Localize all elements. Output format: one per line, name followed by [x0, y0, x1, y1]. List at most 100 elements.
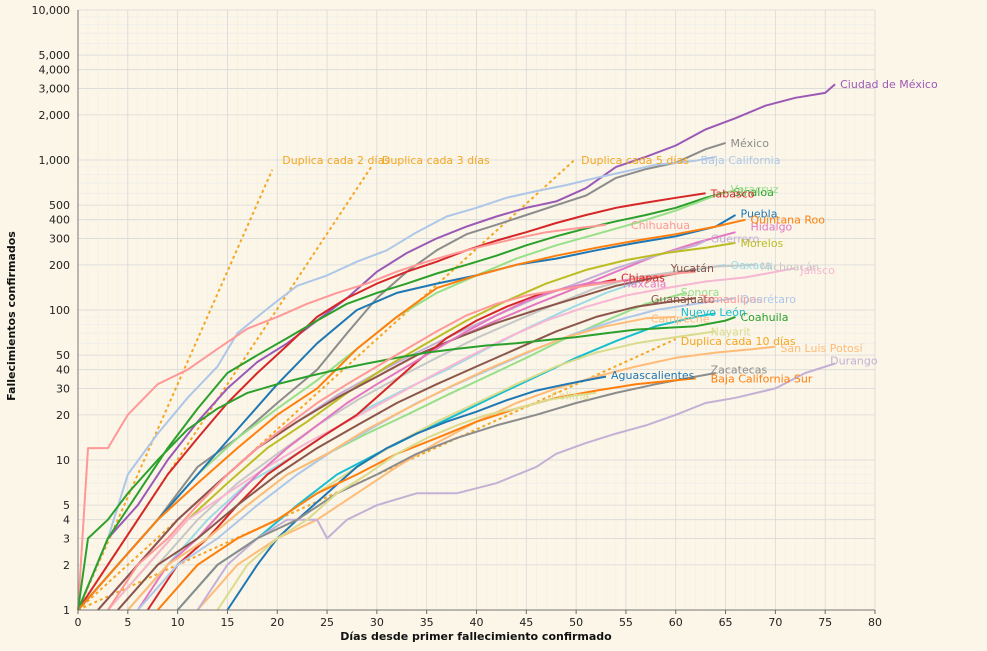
series-lines: [77, 83, 836, 611]
series-label: Coahuila: [741, 311, 789, 324]
y-tick-label: 3,000: [39, 82, 71, 95]
series-label: Chihuahua: [631, 219, 690, 232]
axes: 1234510203040501002003004005001,0002,000…: [32, 4, 883, 629]
y-tick-label: 10,000: [32, 4, 71, 17]
series-label: Yucatán: [670, 262, 714, 275]
series-label: Guanajuato: [651, 293, 715, 306]
series-label: Sonora: [681, 286, 720, 299]
series-label: Michoacán: [760, 260, 819, 273]
y-tick-label: 1,000: [39, 154, 71, 167]
series-label: Oaxaca: [731, 259, 772, 272]
series-label: Baja California: [701, 154, 781, 167]
y-tick-label: 400: [49, 214, 70, 227]
x-tick-label: 40: [470, 616, 484, 629]
series-label: Tamaulipas: [700, 293, 763, 306]
y-tick-label: 3: [63, 532, 70, 545]
series-line: [77, 155, 716, 611]
y-axis-title: Fallecimientos confirmados: [5, 231, 18, 401]
x-tick-label: 25: [320, 616, 334, 629]
series-label: Ciudad de México: [840, 78, 938, 91]
series-label: Nuevo León: [681, 306, 746, 319]
series-line: [77, 223, 607, 611]
series-line: [77, 192, 706, 611]
series-label: Morelos: [741, 237, 784, 250]
series-line: [136, 280, 617, 611]
series-label: Baja California Sur: [711, 372, 813, 385]
reference-line: [77, 159, 575, 611]
series-label: Hidalgo: [750, 221, 792, 234]
series-line: [176, 312, 716, 611]
y-tick-label: 100: [49, 304, 70, 317]
x-tick-label: 55: [619, 616, 633, 629]
x-tick-label: 15: [220, 616, 234, 629]
series-label: Campeche: [651, 312, 710, 325]
y-tick-label: 30: [56, 382, 70, 395]
y-tick-label: 4,000: [39, 64, 71, 77]
series-label: Tabasco: [710, 187, 755, 200]
x-tick-label: 5: [124, 616, 131, 629]
y-tick-label: 10: [56, 454, 70, 467]
series-label: Tlaxcala: [620, 278, 666, 291]
y-tick-label: 40: [56, 364, 70, 377]
series-line: [176, 372, 716, 611]
y-tick-label: 500: [49, 199, 70, 212]
y-tick-label: 300: [49, 232, 70, 245]
series-line: [127, 315, 676, 611]
y-tick-label: 2: [63, 559, 70, 572]
series-line: [77, 218, 746, 611]
series-line: [117, 297, 696, 611]
series-line: [77, 315, 736, 611]
series-label: Sinaloa: [734, 186, 774, 199]
x-tick-label: 30: [370, 616, 384, 629]
series-label: Colima: [551, 389, 589, 402]
y-tick-label: 2,000: [39, 109, 71, 122]
series-label: Aguascalientes: [611, 369, 695, 382]
grid: [77, 9, 876, 611]
y-tick-label: 5,000: [39, 49, 71, 62]
series-line: [77, 214, 737, 611]
x-tick-label: 0: [75, 616, 82, 629]
series-label: México: [731, 137, 770, 150]
series-line: [226, 375, 607, 611]
series-label: Puebla: [741, 207, 778, 220]
x-tick-label: 70: [768, 616, 782, 629]
series-label: Duplica cada 3 días: [382, 154, 490, 167]
series-label: Zacatecas: [711, 364, 768, 377]
series-label: Durango: [830, 355, 878, 368]
series-line: [77, 141, 726, 611]
reference-line: [77, 165, 373, 611]
series-line: [77, 191, 726, 611]
series-label: Duplica cada 2 días: [282, 154, 390, 167]
series-line: [77, 83, 836, 611]
series-label: Nayarit: [711, 325, 752, 338]
x-tick-label: 10: [171, 616, 185, 629]
x-tick-label: 60: [669, 616, 683, 629]
series-line: [107, 267, 796, 611]
series-label: Guerrero: [711, 232, 760, 245]
series-labels: Ciudad de México México Baja California Sin…: [282, 78, 938, 402]
x-tick-label: 65: [719, 616, 733, 629]
series-line: [156, 377, 696, 611]
series-label: Duplica cada 5 días: [581, 154, 689, 167]
x-axis-title: Días desde primer fallecimiento confirma…: [340, 630, 612, 643]
series-label: Jalisco: [799, 264, 835, 277]
y-tick-label: 200: [49, 259, 70, 272]
series-label: San Luis Potosí: [780, 342, 863, 355]
x-tick-label: 50: [569, 616, 583, 629]
y-tick-label: 20: [56, 409, 70, 422]
series-line: [196, 362, 836, 611]
y-tick-label: 5: [63, 499, 70, 512]
x-tick-label: 35: [420, 616, 434, 629]
y-tick-label: 1: [63, 604, 70, 617]
series-label: Quintana Roo: [750, 214, 825, 227]
x-tick-label: 20: [270, 616, 284, 629]
y-tick-label: 50: [56, 349, 70, 362]
series-line: [107, 270, 696, 611]
series-line: [107, 241, 736, 611]
x-tick-label: 75: [818, 616, 832, 629]
series-label: Querétaro: [741, 293, 797, 306]
series-label: Veracruz: [731, 183, 779, 196]
series-line: [97, 268, 696, 611]
